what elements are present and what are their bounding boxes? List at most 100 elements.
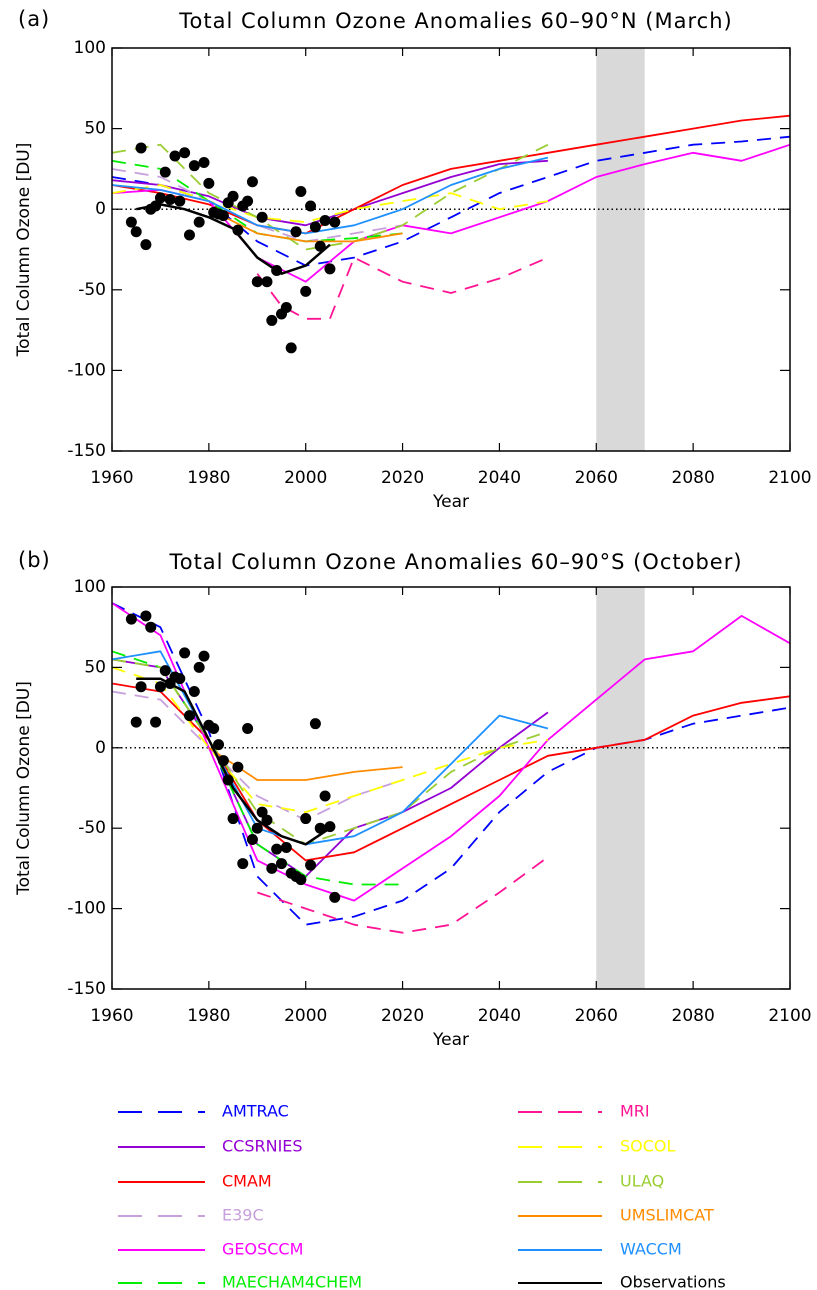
series-line: [112, 602, 790, 902]
y-axis-label: Total Column Ozone [DU]: [14, 681, 34, 896]
observation-point: [179, 147, 191, 159]
observation-point: [305, 859, 317, 871]
x-tick-label: 2000: [284, 468, 327, 488]
shaded-period: [596, 48, 645, 451]
y-tick-label: 50: [84, 657, 106, 677]
observation-point: [222, 774, 234, 786]
observation-point: [246, 176, 258, 188]
observation-point: [193, 216, 205, 228]
observation-point: [217, 210, 229, 222]
observation-point: [300, 285, 312, 297]
observation-point: [135, 681, 147, 693]
y-tick-label: 50: [84, 119, 106, 139]
series-line: [112, 184, 549, 223]
legend-label: MAECHAM4CHEM: [222, 1273, 362, 1290]
x-tick-label: 1980: [187, 1006, 230, 1026]
legend-label: MRI: [620, 1102, 650, 1121]
observation-point: [285, 342, 297, 354]
x-tick-label: 1960: [90, 468, 133, 488]
observation-point: [150, 200, 162, 212]
observation-point: [154, 192, 166, 204]
observation-point: [319, 790, 331, 802]
observation-point: [159, 166, 171, 178]
series-line: [112, 168, 403, 243]
observation-point: [324, 263, 336, 275]
y-tick-label: 100: [74, 38, 106, 58]
x-axis-label: Year: [432, 492, 469, 512]
observation-point: [256, 806, 268, 818]
y-tick-label: -150: [67, 979, 106, 999]
observation-point: [140, 610, 152, 622]
observation-point: [179, 647, 191, 659]
observation-point: [174, 195, 186, 207]
legend-label: ULAQ: [620, 1172, 664, 1191]
x-tick-label: 2100: [768, 468, 811, 488]
x-tick-label: 2080: [672, 1006, 715, 1026]
observation-point: [140, 239, 152, 251]
observation-point: [295, 185, 307, 197]
observation-point: [198, 650, 210, 662]
observation-point: [150, 716, 162, 728]
series-line: [112, 135, 790, 267]
y-tick-label: 100: [74, 577, 106, 597]
x-tick-label: 2100: [768, 1006, 811, 1026]
observation-point: [227, 190, 239, 202]
observation-point: [145, 621, 157, 633]
x-tick-label: 1960: [90, 1006, 133, 1026]
observation-point: [329, 216, 341, 228]
x-tick-label: 2020: [381, 1006, 424, 1026]
x-axis-label: Year: [432, 1030, 469, 1050]
observation-point: [188, 686, 200, 698]
x-tick-label: 2040: [478, 1006, 521, 1026]
plot-area: [112, 602, 790, 934]
legend-label: CCSRNIES: [222, 1137, 303, 1156]
x-tick-label: 2000: [284, 1006, 327, 1026]
observation-point: [232, 761, 244, 773]
observation-point: [251, 822, 263, 834]
chart-title: Total Column Ozone Anomalies 60–90°N (Ma…: [178, 9, 732, 33]
observation-point: [251, 276, 263, 288]
observation-point: [217, 755, 229, 767]
observation-point: [174, 673, 186, 685]
plot-area: [112, 114, 790, 354]
observation-point: [135, 142, 147, 154]
y-tick-label: -100: [67, 360, 106, 380]
series-line: [257, 856, 549, 934]
observation-point: [125, 216, 137, 228]
observation-point: [256, 211, 268, 223]
plot-frame: [111, 586, 791, 990]
observation-point: [266, 314, 278, 326]
observation-point: [309, 221, 321, 233]
series-line: [208, 208, 403, 243]
observation-point: [227, 813, 239, 825]
observation-point: [266, 862, 278, 874]
series-line: [112, 690, 403, 822]
y-tick-label: -50: [78, 818, 106, 838]
chart-title: Total Column Ozone Anomalies 60–90°S (Oc…: [168, 550, 742, 574]
observation-point: [261, 276, 273, 288]
x-tick-label: 2020: [381, 468, 424, 488]
observation-point: [188, 160, 200, 172]
observation-point: [295, 874, 307, 886]
observation-point: [125, 613, 137, 625]
observation-point: [271, 843, 283, 855]
series-line: [112, 666, 549, 813]
legend-label: CMAM: [222, 1172, 272, 1191]
observation-point: [183, 710, 195, 722]
plot-frame: [111, 47, 791, 452]
observation-point: [314, 822, 326, 834]
observation-point: [280, 302, 292, 314]
observation-point: [169, 150, 181, 162]
observation-point: [130, 226, 142, 238]
y-tick-label: 0: [95, 199, 106, 219]
x-tick-label: 2060: [575, 468, 618, 488]
observation-point: [300, 813, 312, 825]
legend-label: UMSLIMCAT: [620, 1206, 714, 1225]
series-line: [112, 682, 790, 862]
observation-point: [290, 226, 302, 238]
legend-label: AMTRAC: [222, 1102, 289, 1121]
y-axis-label: Total Column Ozone [DU]: [14, 143, 34, 358]
observation-point: [198, 156, 210, 168]
observation-point: [280, 841, 292, 853]
